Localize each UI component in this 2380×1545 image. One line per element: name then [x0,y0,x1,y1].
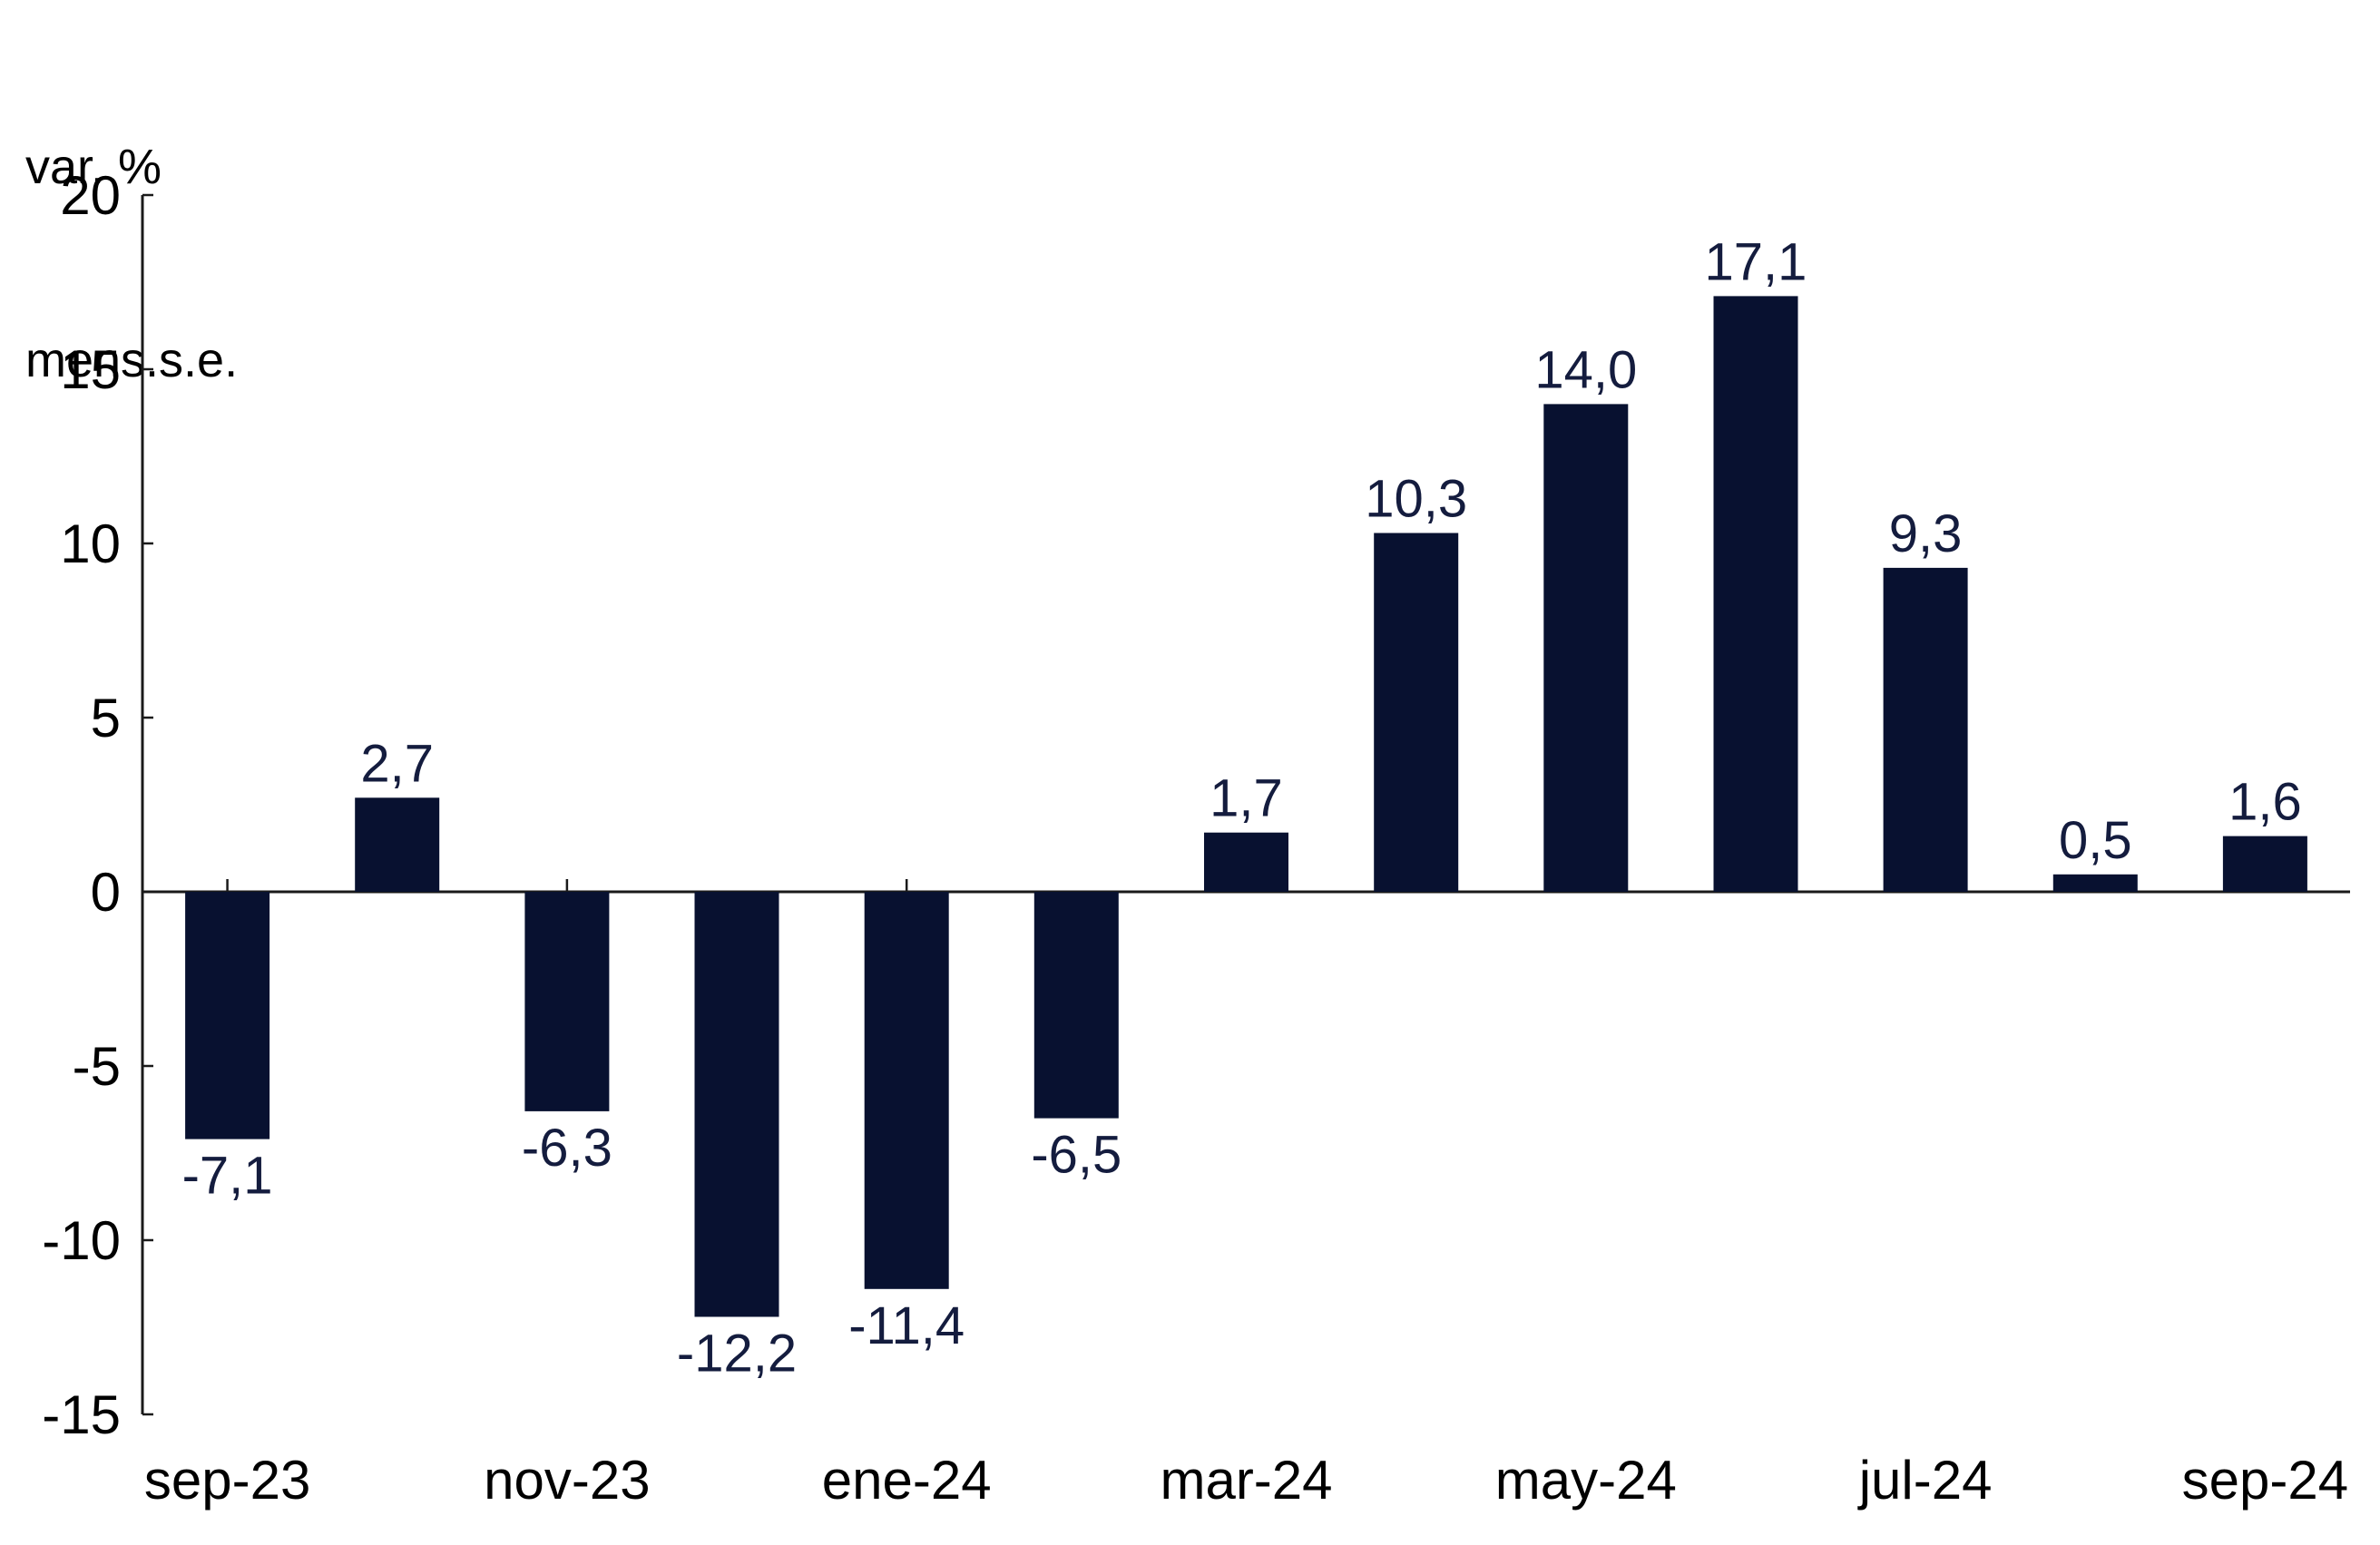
y-tick-label: 0 [91,862,121,923]
y-axis-title: var. % mens.s.e. [25,5,238,523]
bar [1033,892,1119,1119]
bar-value-label: -6,3 [522,1119,612,1178]
y-axis-title-line-2: mens.s.e. [25,333,239,388]
bar-value-label: 9,3 [1889,504,1963,563]
x-tick-label: mar-24 [1160,1450,1332,1511]
bar-value-label: 10,3 [1365,470,1467,529]
bar-value-label: 2,7 [360,734,434,793]
x-tick-label: may-24 [1495,1450,1677,1511]
y-tick-label: -15 [42,1384,121,1445]
y-tick-label: -10 [42,1210,121,1271]
bar [864,892,949,1289]
x-tick-label: nov-23 [484,1450,650,1511]
bar-value-label: -6,5 [1031,1126,1121,1185]
x-tick-label: jul-24 [1857,1450,1993,1511]
x-tick-label: ene-24 [822,1450,992,1511]
bar-value-label: -12,2 [677,1325,797,1384]
bar-value-label: 0,5 [2059,811,2132,870]
bar-value-label: 14,0 [1534,340,1637,399]
bar-value-label: 1,7 [1210,769,1283,828]
x-tick-label: sep-24 [2182,1450,2348,1511]
bar [694,892,779,1317]
bar [1713,296,1798,892]
bar [185,892,270,1139]
y-axis-title-line-1: var. % [25,139,162,194]
bar [2052,874,2138,892]
bar-value-label: 1,6 [2228,773,2302,832]
x-tick-label: sep-23 [144,1450,310,1511]
bar [2222,836,2307,892]
bar [355,797,440,892]
y-tick-label: -5 [73,1036,121,1097]
bar-value-label: 17,1 [1705,232,1807,291]
bar [1204,832,1288,892]
bar-value-label: -7,1 [182,1147,273,1206]
y-tick-label: 10 [60,513,121,574]
bar [1543,404,1629,892]
y-tick-label: 15 [60,339,121,400]
y-tick-label: 5 [91,688,121,748]
bar [1883,567,1968,892]
bar-value-label: -11,4 [848,1296,965,1355]
y-tick-label: 20 [60,165,121,226]
bar [524,892,610,1111]
bar [1374,533,1459,892]
